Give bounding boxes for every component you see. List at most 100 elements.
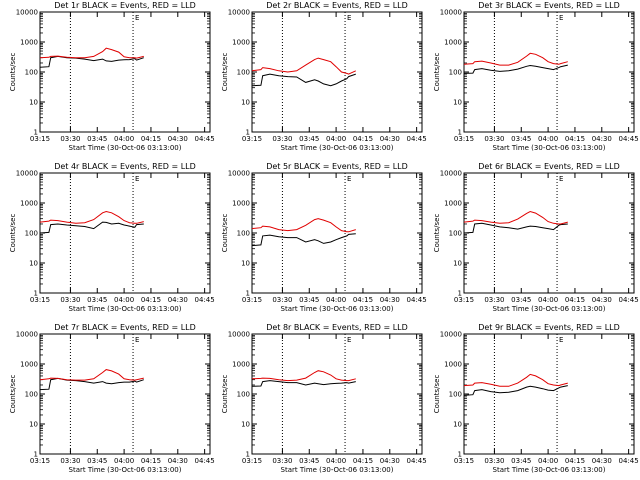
x-tick-label: 03:45 [299, 296, 319, 304]
panel-title: Det 8r BLACK = Events, RED = LLD [266, 323, 408, 332]
x-tick-label: 03:15 [454, 296, 474, 304]
y-tick-label: 1 [246, 451, 250, 459]
x-axis-label: Start Time (30-Oct-06 03:13:00) [69, 144, 182, 152]
y-tick-label: 100 [449, 230, 462, 238]
x-tick-label: 04:15 [141, 135, 161, 143]
y-axis-label: Counts/sec [433, 375, 441, 414]
x-tick-label: 03:45 [299, 457, 319, 465]
x-tick-label: 04:45 [195, 296, 215, 304]
y-tick-label: 100 [237, 69, 250, 77]
y-tick-label: 1000 [232, 200, 250, 208]
y-tick-label: 10 [29, 421, 38, 429]
y-tick-label: 100 [449, 391, 462, 399]
x-tick-label: 04:45 [407, 457, 427, 465]
x-tick-label: 03:45 [299, 135, 319, 143]
y-tick-label: 1000 [232, 361, 250, 369]
event-marker-label: E [135, 336, 139, 344]
plot-frame [251, 333, 423, 455]
y-tick-label: 10000 [228, 9, 250, 17]
plot-frame [39, 11, 211, 133]
x-axis-label: Start Time (30-Oct-06 03:13:00) [69, 466, 182, 474]
y-axis-label: Counts/sec [9, 214, 17, 253]
x-tick-label: 04:30 [592, 296, 612, 304]
y-tick-label: 100 [237, 230, 250, 238]
x-tick-label: 04:15 [141, 296, 161, 304]
y-tick-label: 10 [241, 421, 250, 429]
x-tick-label: 04:00 [538, 135, 558, 143]
x-tick-label: 03:15 [454, 135, 474, 143]
x-tick-label: 03:15 [454, 457, 474, 465]
x-tick-label: 04:30 [380, 135, 400, 143]
y-axis-label: Counts/sec [221, 375, 229, 414]
y-axis-label: Counts/sec [221, 53, 229, 92]
x-tick-label: 03:30 [60, 296, 80, 304]
x-tick-label: 03:30 [484, 457, 504, 465]
x-tick-label: 04:15 [565, 135, 585, 143]
x-tick-label: 03:30 [60, 135, 80, 143]
x-tick-label: 03:15 [30, 296, 50, 304]
x-tick-label: 04:45 [407, 135, 427, 143]
y-axis-label: Counts/sec [221, 214, 229, 253]
y-tick-label: 10000 [228, 170, 250, 178]
series-events-line [39, 55, 144, 68]
y-tick-label: 10 [453, 421, 462, 429]
y-tick-label: 1 [458, 129, 462, 137]
series-lld-line [39, 47, 144, 59]
event-marker-label: E [347, 175, 351, 183]
x-tick-label: 04:30 [380, 457, 400, 465]
series-lld-line [251, 218, 356, 233]
x-tick-label: 04:45 [195, 135, 215, 143]
y-tick-label: 10 [29, 99, 38, 107]
x-tick-label: 03:45 [87, 135, 107, 143]
x-tick-label: 04:15 [353, 457, 373, 465]
series-events-line [463, 385, 568, 396]
event-marker-label: E [347, 14, 351, 22]
y-axis-label: Counts/sec [433, 214, 441, 253]
x-tick-label: 03:45 [87, 296, 107, 304]
x-axis-label: Start Time (30-Oct-06 03:13:00) [281, 144, 394, 152]
y-tick-label: 1 [34, 451, 38, 459]
y-tick-label: 1000 [20, 361, 38, 369]
x-tick-label: 03:15 [30, 457, 50, 465]
x-tick-label: 04:30 [592, 135, 612, 143]
y-tick-label: 1 [34, 129, 38, 137]
x-tick-label: 04:45 [619, 457, 639, 465]
x-tick-label: 04:15 [353, 296, 373, 304]
y-tick-label: 1 [34, 290, 38, 298]
x-axis-label: Start Time (30-Oct-06 03:13:00) [493, 466, 606, 474]
x-tick-label: 03:45 [87, 457, 107, 465]
event-marker-label: E [347, 336, 351, 344]
x-tick-label: 04:30 [592, 457, 612, 465]
y-tick-label: 1 [246, 290, 250, 298]
y-tick-label: 10000 [16, 331, 38, 339]
y-tick-label: 10 [453, 260, 462, 268]
plot-frame [251, 172, 423, 294]
x-tick-label: 04:15 [141, 457, 161, 465]
plot-frame [463, 172, 635, 294]
y-axis-label: Counts/sec [433, 53, 441, 92]
x-tick-label: 04:00 [538, 457, 558, 465]
y-tick-label: 10000 [440, 331, 462, 339]
x-axis-label: Start Time (30-Oct-06 03:13:00) [493, 305, 606, 313]
y-tick-label: 100 [25, 391, 38, 399]
x-tick-label: 03:30 [484, 135, 504, 143]
series-events-line [251, 380, 356, 387]
y-axis-label: Counts/sec [9, 53, 17, 92]
x-axis-label: Start Time (30-Oct-06 03:13:00) [493, 144, 606, 152]
plot-frame [39, 172, 211, 294]
y-tick-label: 100 [25, 69, 38, 77]
series-events-line [39, 377, 144, 391]
panel-title: Det 5r BLACK = Events, RED = LLD [266, 162, 408, 171]
panel-title: Det 6r BLACK = Events, RED = LLD [478, 162, 620, 171]
x-axis-label: Start Time (30-Oct-06 03:13:00) [281, 466, 394, 474]
x-tick-label: 04:30 [168, 135, 188, 143]
x-tick-label: 03:45 [511, 135, 531, 143]
y-tick-label: 1000 [444, 39, 462, 47]
panel-det-2: Det 2r BLACK = Events, RED = LLD E 1 10 100 1… [221, 1, 427, 152]
y-tick-label: 100 [237, 391, 250, 399]
y-tick-label: 1 [458, 451, 462, 459]
panel-title: Det 2r BLACK = Events, RED = LLD [266, 1, 408, 10]
panel-title: Det 1r BLACK = Events, RED = LLD [54, 1, 196, 10]
y-tick-label: 10000 [16, 9, 38, 17]
x-tick-label: 03:30 [272, 457, 292, 465]
